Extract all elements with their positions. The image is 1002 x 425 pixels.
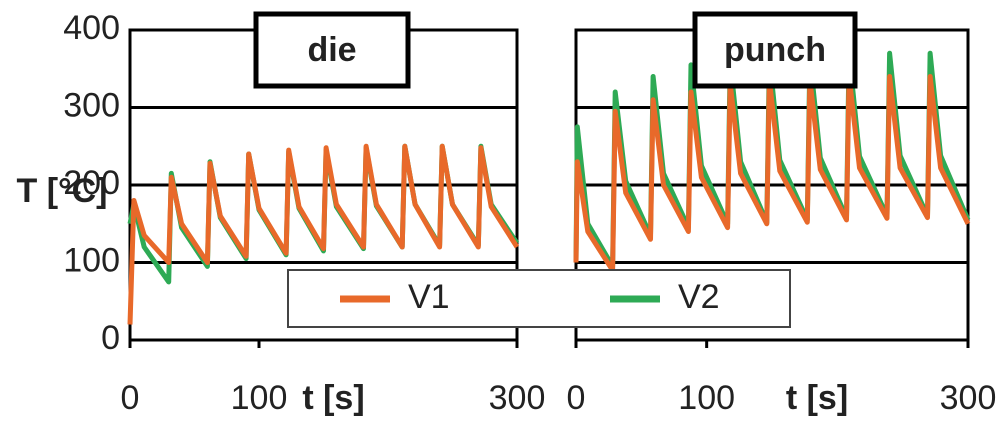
x-axis-label: t [s]: [302, 379, 364, 417]
x-tick-label: 100: [678, 379, 735, 417]
x-tick-label: 300: [489, 379, 546, 417]
panel-title: die: [307, 31, 356, 69]
x-tick-label: 0: [567, 379, 586, 417]
y-tick-label: 300: [63, 86, 120, 124]
data-line: [127, 143, 520, 325]
x-tick-label: 100: [231, 379, 288, 417]
x-tick-label: 0: [121, 379, 140, 417]
title-box: [253, 11, 411, 89]
title-box: [692, 11, 858, 89]
x-tick-label: 300: [940, 379, 997, 417]
legend-label: V2: [678, 278, 720, 316]
y-tick-label: 200: [63, 164, 120, 202]
y-axis-label: T [°C]: [16, 172, 107, 210]
panel-title: punch: [724, 31, 826, 69]
x-axis-label: t [s]: [786, 379, 848, 417]
data-line: [573, 74, 971, 273]
y-tick-label: 400: [63, 9, 120, 47]
y-tick-label: 0: [101, 319, 120, 357]
y-tick-label: 100: [63, 241, 120, 279]
legend-label: V1: [408, 278, 450, 316]
